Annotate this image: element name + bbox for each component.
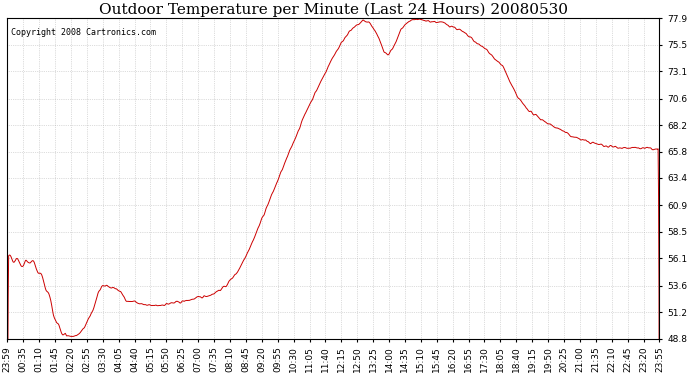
Text: Copyright 2008 Cartronics.com: Copyright 2008 Cartronics.com	[10, 28, 155, 37]
Title: Outdoor Temperature per Minute (Last 24 Hours) 20080530: Outdoor Temperature per Minute (Last 24 …	[99, 3, 568, 17]
